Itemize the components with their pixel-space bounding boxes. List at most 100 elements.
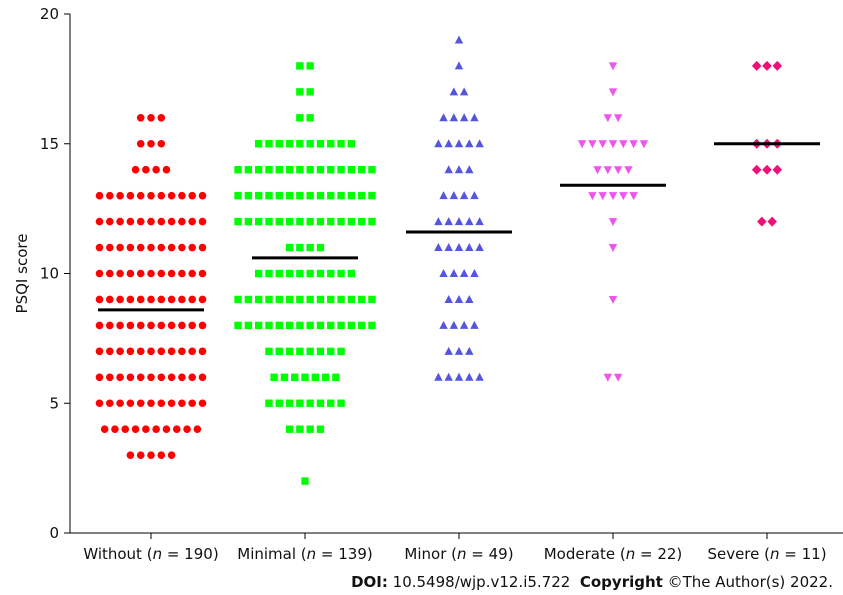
data-point	[316, 166, 325, 174]
data-point	[285, 217, 294, 226]
data-point	[157, 295, 166, 304]
data-point	[608, 62, 618, 71]
data-point	[126, 399, 135, 408]
data-point	[588, 192, 597, 201]
data-point	[470, 191, 479, 200]
data-point	[193, 425, 202, 434]
y-tick-label: 15	[40, 135, 59, 153]
data-point	[106, 191, 114, 200]
data-point	[126, 191, 135, 200]
data-point	[593, 166, 602, 175]
data-point	[116, 399, 124, 408]
data-point	[306, 114, 314, 122]
data-point	[444, 217, 453, 226]
y-tick-label: 0	[49, 524, 59, 542]
data-point	[357, 295, 366, 304]
data-point	[357, 217, 366, 226]
data-point	[316, 295, 325, 304]
data-point	[608, 88, 618, 97]
data-point	[234, 217, 242, 226]
data-point	[157, 347, 166, 356]
data-point	[178, 373, 186, 382]
data-point	[285, 425, 294, 433]
data-point	[772, 60, 783, 71]
data-point	[465, 217, 474, 226]
data-point	[147, 114, 155, 122]
data-point	[347, 295, 356, 304]
data-point	[327, 166, 335, 174]
data-point	[598, 140, 607, 149]
data-point	[198, 191, 207, 200]
data-point	[178, 269, 186, 278]
data-point	[285, 140, 294, 148]
data-point	[465, 294, 474, 303]
data-point	[136, 217, 145, 226]
data-point	[608, 218, 618, 227]
copyright-text: ©The Author(s) 2022.	[662, 573, 833, 591]
data-point	[152, 425, 160, 434]
data-point	[198, 295, 207, 304]
data-point	[126, 321, 135, 330]
data-point	[629, 192, 638, 201]
data-point	[306, 88, 314, 96]
data-point	[254, 166, 263, 174]
data-point	[296, 243, 304, 252]
data-point	[296, 347, 304, 356]
data-point	[116, 191, 124, 200]
data-point	[296, 191, 304, 200]
data-point	[327, 269, 335, 278]
data-point	[136, 399, 145, 408]
data-point	[444, 165, 453, 174]
data-point	[95, 243, 104, 252]
data-point	[459, 113, 469, 122]
data-point	[321, 373, 330, 381]
data-point	[136, 243, 145, 252]
data-point	[357, 321, 366, 330]
data-point	[178, 347, 186, 356]
data-point	[275, 217, 283, 226]
data-point	[347, 321, 356, 330]
data-point	[337, 347, 345, 356]
data-point	[142, 165, 150, 174]
data-point	[316, 217, 325, 226]
data-point	[603, 114, 613, 123]
data-point	[106, 399, 114, 408]
data-point	[316, 321, 325, 330]
data-point	[475, 372, 484, 381]
data-point	[244, 191, 253, 200]
data-point	[285, 321, 294, 330]
data-point	[316, 425, 325, 433]
data-point	[136, 347, 145, 356]
data-point	[126, 269, 135, 278]
data-point	[306, 321, 314, 330]
data-point	[126, 217, 135, 226]
data-point	[172, 425, 181, 434]
data-point	[116, 295, 124, 304]
data-point	[603, 166, 613, 175]
data-point	[316, 269, 325, 278]
data-point	[475, 217, 484, 226]
data-point	[454, 165, 464, 174]
data-point	[316, 243, 325, 252]
data-point	[465, 372, 474, 381]
data-point	[762, 60, 772, 71]
data-point	[306, 243, 314, 252]
data-point	[95, 347, 104, 356]
data-point	[285, 269, 294, 278]
data-point	[470, 113, 479, 122]
data-point	[306, 217, 314, 226]
data-point	[337, 191, 345, 200]
data-point	[306, 269, 314, 278]
data-point	[198, 243, 207, 252]
data-point	[316, 191, 325, 200]
data-point	[157, 373, 166, 382]
data-point	[198, 217, 207, 226]
data-point	[198, 399, 207, 408]
data-point	[265, 269, 273, 278]
data-point	[434, 139, 443, 148]
data-point	[454, 294, 464, 303]
data-point	[275, 295, 283, 304]
data-point	[100, 425, 109, 434]
data-point	[465, 243, 474, 252]
data-point	[157, 451, 166, 459]
